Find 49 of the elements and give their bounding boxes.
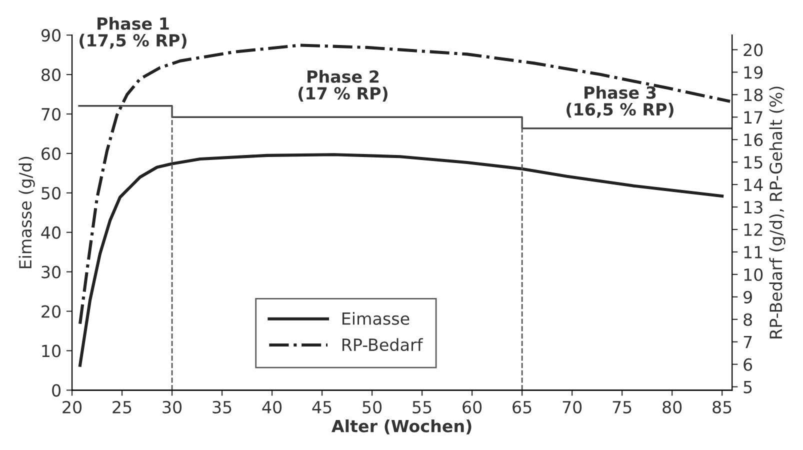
- x-tick-label: 40: [262, 400, 282, 414]
- x-tick-label: 45: [312, 401, 332, 414]
- y2-tick-label: 9: [744, 290, 752, 304]
- y2-tick-label: 14: [744, 178, 763, 191]
- y2-tick-label: 12: [744, 223, 762, 236]
- y2-tick-label: 13: [744, 200, 762, 214]
- y2-tick-label: 10: [744, 268, 763, 281]
- y-tick-label: 0: [52, 384, 61, 397]
- y-tick-label: 40: [41, 226, 61, 239]
- y2-tick-label: 6: [744, 358, 752, 371]
- y-tick-label: 80: [42, 68, 61, 82]
- y2-tick-label: 7: [744, 336, 752, 348]
- y2-tick-label: 11: [744, 246, 762, 258]
- legend-label: Eimasse: [342, 312, 410, 325]
- y2-tick-label: 5: [744, 380, 752, 394]
- y-tick-label: 20: [42, 305, 61, 318]
- y2-tick-label: 16: [744, 134, 763, 146]
- x-tick-label: 35: [212, 400, 232, 414]
- y-tick-label: 30: [42, 266, 61, 278]
- y2-tick-label: 8: [744, 313, 752, 326]
- x-tick-label: 25: [112, 400, 132, 414]
- line-series: [78, 153, 724, 367]
- x-tick-label: 65: [512, 400, 532, 414]
- x-tick-label: 85: [712, 400, 732, 414]
- y2-tick-label: 17: [744, 111, 762, 124]
- y-tick-label: 90: [41, 29, 61, 42]
- x-tick-label: 30: [162, 400, 182, 414]
- y2-tick-label: 20: [744, 44, 763, 56]
- x-tick-label: 60: [462, 400, 482, 414]
- x-tick-label: 80: [662, 400, 682, 414]
- y2-tick-label: 18: [744, 88, 763, 102]
- y-tick-label: 10: [42, 344, 61, 358]
- legend-label: RP-Bedarf: [342, 338, 424, 352]
- x-axis-title: Alter (Wochen): [332, 419, 472, 434]
- annotation: Phase 2 (17 % RP): [298, 70, 388, 102]
- annotation: Phase 1 (17,5 % RP): [80, 17, 186, 49]
- y-axis-title: Eimasse (g/d): [18, 156, 35, 268]
- y-tick-label: 60: [42, 147, 61, 160]
- y2-axis-title: RP-Bedarf (g/d), RP-Gehalt (%): [769, 86, 786, 338]
- x-tick-label: 20: [62, 400, 82, 414]
- x-tick-label: 55: [412, 401, 432, 414]
- y2-tick-label: 15: [744, 156, 762, 169]
- annotation: Phase 3 (16,5 % RP): [566, 86, 674, 118]
- x-tick-label: 70: [562, 400, 582, 414]
- x-tick-label: 75: [612, 401, 632, 414]
- x-tick-label: 50: [362, 400, 382, 414]
- y-tick-label: 70: [42, 108, 61, 121]
- y2-tick-label: 19: [744, 66, 763, 79]
- y-tick-label: 50: [42, 186, 61, 200]
